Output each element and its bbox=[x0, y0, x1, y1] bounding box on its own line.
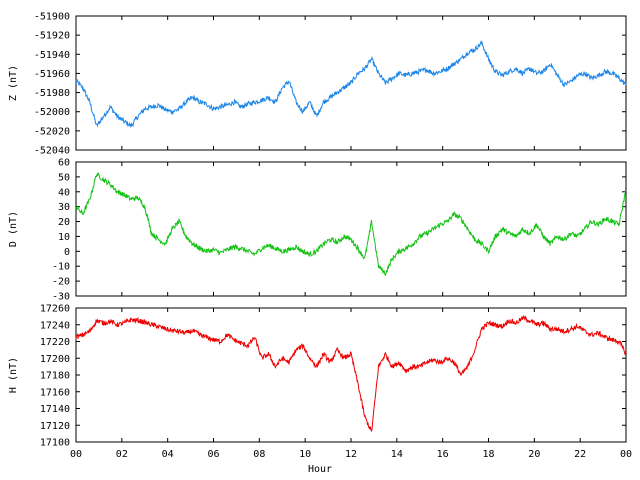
y-tick-label-z: -51900 bbox=[34, 12, 70, 23]
y-tick-label-h: 17120 bbox=[40, 421, 70, 432]
x-tick-label: 00 bbox=[70, 449, 82, 460]
y-tick-label-d: 40 bbox=[58, 187, 70, 198]
y-tick-label-d: 30 bbox=[58, 202, 70, 213]
x-tick-label: 14 bbox=[391, 449, 403, 460]
x-tick-label: 22 bbox=[574, 449, 586, 460]
y-tick-label-d: 0 bbox=[64, 247, 70, 258]
plot-frame-d bbox=[75, 161, 627, 297]
y-tick-label-z: -52020 bbox=[34, 126, 70, 137]
y-tick-label-d: -20 bbox=[52, 277, 70, 288]
x-tick-label: 06 bbox=[207, 449, 219, 460]
y-tick-label-d: 50 bbox=[58, 172, 70, 183]
y-tick-label-d: -10 bbox=[52, 262, 70, 273]
x-axis-label: Hour bbox=[308, 464, 332, 475]
x-tick-label: 20 bbox=[528, 449, 540, 460]
y-tick-label-z: -52000 bbox=[34, 107, 70, 118]
series-line-z bbox=[75, 40, 627, 128]
y-tick-label-h: 17260 bbox=[40, 304, 70, 315]
y-tick-label-d: 60 bbox=[58, 158, 70, 169]
panel-z: -51900 -51920 -51940 -51960 -51980 -52000 -520… bbox=[8, 12, 627, 157]
series-line-h bbox=[75, 314, 627, 433]
y-tick-label-d: 10 bbox=[58, 232, 70, 243]
y-tick-label-z: -51980 bbox=[34, 88, 70, 99]
x-tick-label: 12 bbox=[345, 449, 357, 460]
y-tick-label-h: 17240 bbox=[40, 320, 70, 331]
y-tick-label-d: -30 bbox=[52, 292, 70, 303]
y-tick-label-h: 17220 bbox=[40, 337, 70, 348]
x-tick-label: 00 bbox=[620, 449, 632, 460]
plot-frame-h bbox=[75, 307, 627, 443]
y-tick-label-h: 17100 bbox=[40, 438, 70, 449]
panel-h: 17260 17240 17220 17200 17180 17160 17140 17120… bbox=[8, 304, 627, 449]
y-tick-label-z: -52040 bbox=[34, 146, 70, 157]
x-tick-label: 16 bbox=[437, 449, 449, 460]
y-axis-label-h: H (nT) bbox=[8, 357, 19, 393]
y-tick-label-z: -51940 bbox=[34, 50, 70, 61]
panel-d: 60 50 40 30 20 10 0 -10 -20 -30 D (nT) bbox=[8, 158, 627, 303]
y-tick-label-z: -51960 bbox=[34, 69, 70, 80]
y-tick-label-z: -51920 bbox=[34, 31, 70, 42]
y-axis-label-z: Z (nT) bbox=[8, 65, 19, 101]
series-line-d bbox=[75, 171, 627, 276]
x-tick-label: 02 bbox=[116, 449, 128, 460]
x-tick-label: 18 bbox=[482, 449, 494, 460]
x-axis: 00 02 04 06 08 10 12 14 16 18 20 22 00 bbox=[70, 449, 632, 460]
y-tick-label-h: 17200 bbox=[40, 354, 70, 365]
y-tick-label-h: 17140 bbox=[40, 404, 70, 415]
y-tick-label-h: 17180 bbox=[40, 371, 70, 382]
y-axis-label-d: D (nT) bbox=[8, 211, 19, 247]
y-tick-label-d: 20 bbox=[58, 217, 70, 228]
x-tick-label: 08 bbox=[253, 449, 265, 460]
x-tick-label: 04 bbox=[162, 449, 174, 460]
x-tick-label: 10 bbox=[299, 449, 311, 460]
y-tick-label-h: 17160 bbox=[40, 387, 70, 398]
